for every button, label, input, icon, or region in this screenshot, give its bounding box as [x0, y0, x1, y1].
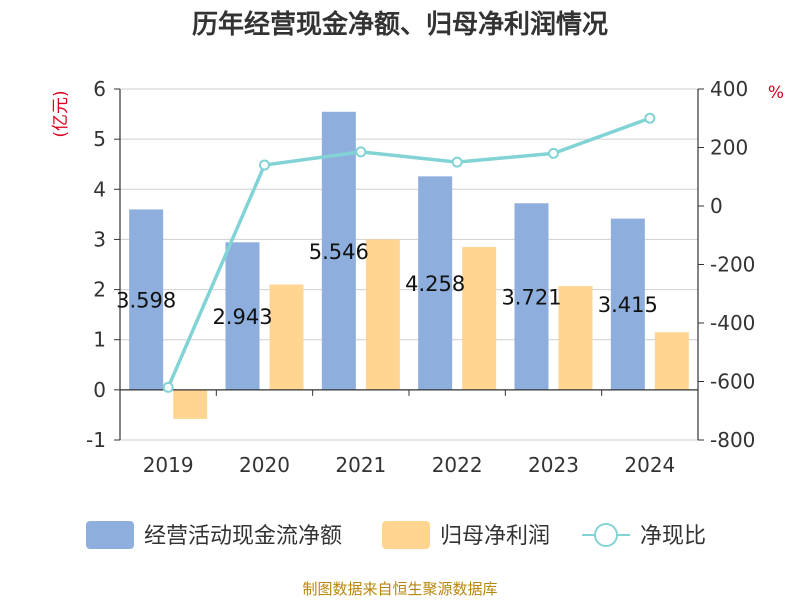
x-tick-label: 2024 — [624, 453, 675, 477]
net-profit-bar — [462, 246, 497, 390]
legend-label: 经营活动现金流净额 — [144, 524, 342, 549]
x-tick-label: 2020 — [239, 453, 290, 477]
ratio-point — [355, 146, 367, 158]
cash-flow-series — [129, 111, 645, 390]
ratio-point — [259, 159, 270, 171]
cash-flow-value-label: 5.546 — [309, 240, 369, 264]
ratio-point — [451, 156, 463, 168]
cash-flow-value-label: 4.258 — [405, 272, 465, 296]
x-tick-label: 2021 — [335, 453, 386, 477]
net-profit-series — [173, 239, 689, 419]
left-axis-ticks: -1 0 1 2 3 4 5 6 — [86, 77, 120, 452]
net-profit-bar — [269, 284, 304, 390]
right-tick-label: 0 — [710, 194, 723, 218]
left-tick-label: -1 — [86, 428, 106, 452]
left-axis-unit: (亿元) — [51, 90, 71, 137]
legend-item-net-profit[interactable]: 归母净利润 — [382, 521, 550, 549]
legend-swatch — [86, 521, 134, 549]
cash-flow-value-label: 3.598 — [116, 289, 176, 313]
left-tick-label: 5 — [93, 127, 106, 151]
left-tick-label: 4 — [93, 177, 106, 201]
x-tick-label: 2022 — [432, 453, 483, 477]
ratio-point — [162, 381, 174, 393]
legend-item-cash-flow[interactable]: 经营活动现金流净额 — [86, 521, 342, 549]
chart-title: 历年经营现金净额、归母净利润情况 — [192, 9, 608, 40]
legend[interactable]: 经营活动现金流净额 归母净利润 净现比 — [86, 521, 706, 549]
data-source: 制图数据来自恒生聚源数据库 — [302, 580, 497, 598]
legend-label: 净现比 — [640, 524, 706, 549]
left-tick-label: 0 — [93, 378, 106, 402]
x-axis-ticks: 2019 2020 2021 2022 2023 2024 — [143, 453, 676, 477]
cash-flow-bar — [610, 218, 645, 390]
legend-item-ratio[interactable]: 净现比 — [582, 523, 706, 549]
left-tick-label: 2 — [93, 278, 106, 302]
x-tick-label: 2019 — [143, 453, 194, 477]
cash-flow-value-label: 3.415 — [598, 293, 658, 317]
net-profit-bar — [654, 332, 689, 390]
left-tick-label: 1 — [93, 328, 106, 352]
cash-flow-value-label: 3.721 — [501, 286, 561, 310]
net-profit-bar — [558, 286, 593, 390]
left-tick-label: 3 — [93, 227, 106, 251]
ratio-series — [162, 112, 656, 393]
right-tick-label: -600 — [710, 370, 755, 394]
cash-flow-value-label: 2.943 — [212, 305, 272, 329]
cash-flow-bar — [418, 176, 453, 390]
bar-value-labels: 3.598 2.943 5.546 4.258 3.721 3.415 — [116, 240, 658, 329]
cash-flow-bar — [129, 209, 164, 390]
ratio-point — [644, 112, 656, 124]
cash-flow-bar — [514, 203, 549, 390]
right-tick-label: -800 — [710, 428, 755, 452]
x-tick-label: 2023 — [528, 453, 579, 477]
net-profit-bar — [365, 239, 400, 390]
legend-swatch — [382, 521, 430, 549]
right-tick-label: -200 — [710, 253, 755, 277]
right-tick-label: 200 — [710, 136, 748, 160]
legend-label: 归母净利润 — [440, 524, 550, 549]
legend-marker — [594, 523, 618, 547]
right-tick-label: 400 — [710, 77, 748, 101]
ratio-line — [166, 116, 651, 389]
right-axis-ticks: -800 -600 -400 -200 0 200 400 — [698, 77, 755, 452]
right-tick-label: -400 — [710, 311, 755, 335]
net-profit-bar — [173, 389, 208, 419]
ratio-point — [548, 147, 559, 159]
cash-flow-bar — [225, 242, 260, 390]
left-tick-label: 6 — [93, 77, 106, 101]
right-axis-unit: % — [768, 83, 784, 103]
